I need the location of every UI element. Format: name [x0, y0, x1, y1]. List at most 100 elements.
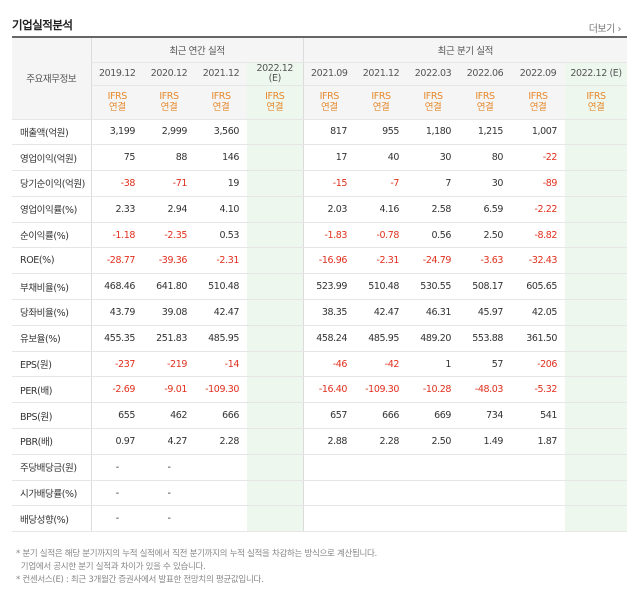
table-cell: -	[90, 480, 143, 507]
consolidated-label: 연결	[529, 102, 547, 113]
period-header: 2022.09	[511, 62, 566, 86]
table-cell	[459, 454, 512, 481]
section-title: 기업실적분석	[12, 18, 73, 32]
table-row: 주당배당금(원) - -	[12, 454, 628, 481]
table-cell: 1,180	[407, 119, 460, 146]
table-cell: 523.99	[302, 273, 356, 301]
period-header: 2022.12 (E)	[565, 62, 628, 86]
table-cell: -2.22	[511, 196, 566, 223]
table-cell	[407, 505, 460, 533]
table-cell: 1,215	[459, 119, 512, 146]
table-cell	[195, 480, 247, 507]
footnote: 기업에서 공시한 분기 실적과 차이가 있을 수 있습니다.	[16, 562, 206, 572]
table-cell: -9.01	[143, 376, 195, 404]
annual-group-header: 최근 연간 실적	[90, 38, 304, 63]
table-cell: 734	[459, 402, 512, 430]
ifrs-label: IFRS	[586, 91, 606, 102]
table-cell	[302, 454, 356, 481]
table-cell: 43.79	[90, 299, 143, 326]
table-cell: -7	[355, 170, 408, 197]
table-cell	[247, 196, 304, 223]
table-cell: 2.94	[143, 196, 195, 223]
more-link[interactable]: 더보기 ›	[588, 24, 622, 35]
table-cell: 455.35	[90, 325, 143, 352]
table-cell	[565, 170, 628, 197]
table-cell	[511, 505, 566, 533]
table-cell	[247, 402, 304, 430]
table-cell	[355, 505, 408, 533]
period-header: 2022.06	[459, 62, 512, 86]
table-cell: -38	[90, 170, 143, 197]
ifrs-badge: IFRS 연결	[143, 85, 195, 120]
table-cell	[355, 454, 408, 481]
table-cell: 361.50	[511, 325, 566, 352]
table-cell	[565, 351, 628, 378]
table-cell: 2.58	[407, 196, 460, 223]
table-cell: 4.27	[143, 428, 195, 455]
table-cell: 2.50	[407, 428, 460, 455]
table-cell	[302, 505, 356, 533]
table-cell	[459, 480, 512, 507]
period-header: 2020.12	[143, 62, 195, 86]
table-cell: 655	[90, 402, 143, 430]
table-cell: -3.63	[459, 247, 512, 275]
table-cell	[565, 428, 628, 455]
ifrs-label: IFRS	[319, 91, 340, 102]
table-cell: 666	[195, 402, 247, 430]
table-cell	[565, 247, 628, 275]
table-cell: 0.53	[195, 222, 247, 249]
table-row: ROE(%) -28.77 -39.36 -2.31 -16.96 -2.31 -24.79…	[12, 247, 628, 275]
table-row: 배당성향(%) - -	[12, 505, 628, 533]
ifrs-badge: IFRS 연결	[459, 85, 512, 120]
top-divider	[12, 36, 627, 38]
table-cell: 485.95	[355, 325, 408, 352]
table-cell	[247, 247, 304, 275]
table-cell	[247, 170, 304, 197]
table-cell: 508.17	[459, 273, 512, 301]
table-cell: 19	[195, 170, 247, 197]
table-cell: 510.48	[195, 273, 247, 301]
table-cell: 1	[407, 351, 460, 378]
table-row: 영업이익률(%) 2.33 2.94 4.10 2.03 4.16 2.58 6.59 -2.2…	[12, 196, 628, 223]
table-cell: 38.35	[302, 299, 356, 326]
table-cell: -22	[511, 144, 566, 172]
table-cell	[407, 454, 460, 481]
table-cell: -1.18	[90, 222, 143, 249]
row-label: EPS(원)	[12, 351, 92, 378]
table-cell	[247, 454, 304, 481]
ifrs-badge: IFRS 연결	[247, 85, 304, 120]
table-cell	[247, 480, 304, 507]
table-cell	[565, 222, 628, 249]
table-cell: -	[143, 480, 195, 507]
table-cell	[565, 299, 628, 326]
table-cell: 1.49	[459, 428, 512, 455]
table-cell	[247, 325, 304, 352]
table-cell: -89	[511, 170, 566, 197]
ifrs-label: IFRS	[528, 91, 548, 102]
table-row: EPS(원) -237 -219 -14 -46 -42 1 57 -206	[12, 351, 628, 378]
table-cell: -1.83	[302, 222, 356, 249]
table-cell: 42.47	[355, 299, 408, 326]
ifrs-badge: IFRS 연결	[195, 85, 247, 120]
table-cell	[247, 351, 304, 378]
table-cell: -24.79	[407, 247, 460, 275]
table-cell: 468.46	[90, 273, 143, 301]
table-cell: -39.36	[143, 247, 195, 275]
table-row: PBR(배) 0.97 4.27 2.28 2.88 2.28 2.50 1.49 1.87	[12, 428, 628, 455]
row-label: ROE(%)	[12, 247, 92, 275]
table-cell: 462	[143, 402, 195, 430]
quarter-group-header: 최근 분기 실적	[302, 38, 628, 63]
table-cell	[565, 454, 628, 481]
table-cell: 3,199	[90, 119, 143, 146]
table-cell: -14	[195, 351, 247, 378]
table-row: 유보율(%) 455.35 251.83 485.95 458.24 485.95 489.…	[12, 325, 628, 352]
ifrs-label: IFRS	[211, 91, 231, 102]
table-cell: -71	[143, 170, 195, 197]
table-cell: 510.48	[355, 273, 408, 301]
table-row: BPS(원) 655 462 666 657 666 669 734 541	[12, 402, 628, 430]
row-label: 유보율(%)	[12, 325, 92, 352]
table-cell: 2,999	[143, 119, 195, 146]
table-cell	[247, 119, 304, 146]
table-cell	[565, 505, 628, 533]
consolidated-label: 연결	[587, 102, 605, 113]
